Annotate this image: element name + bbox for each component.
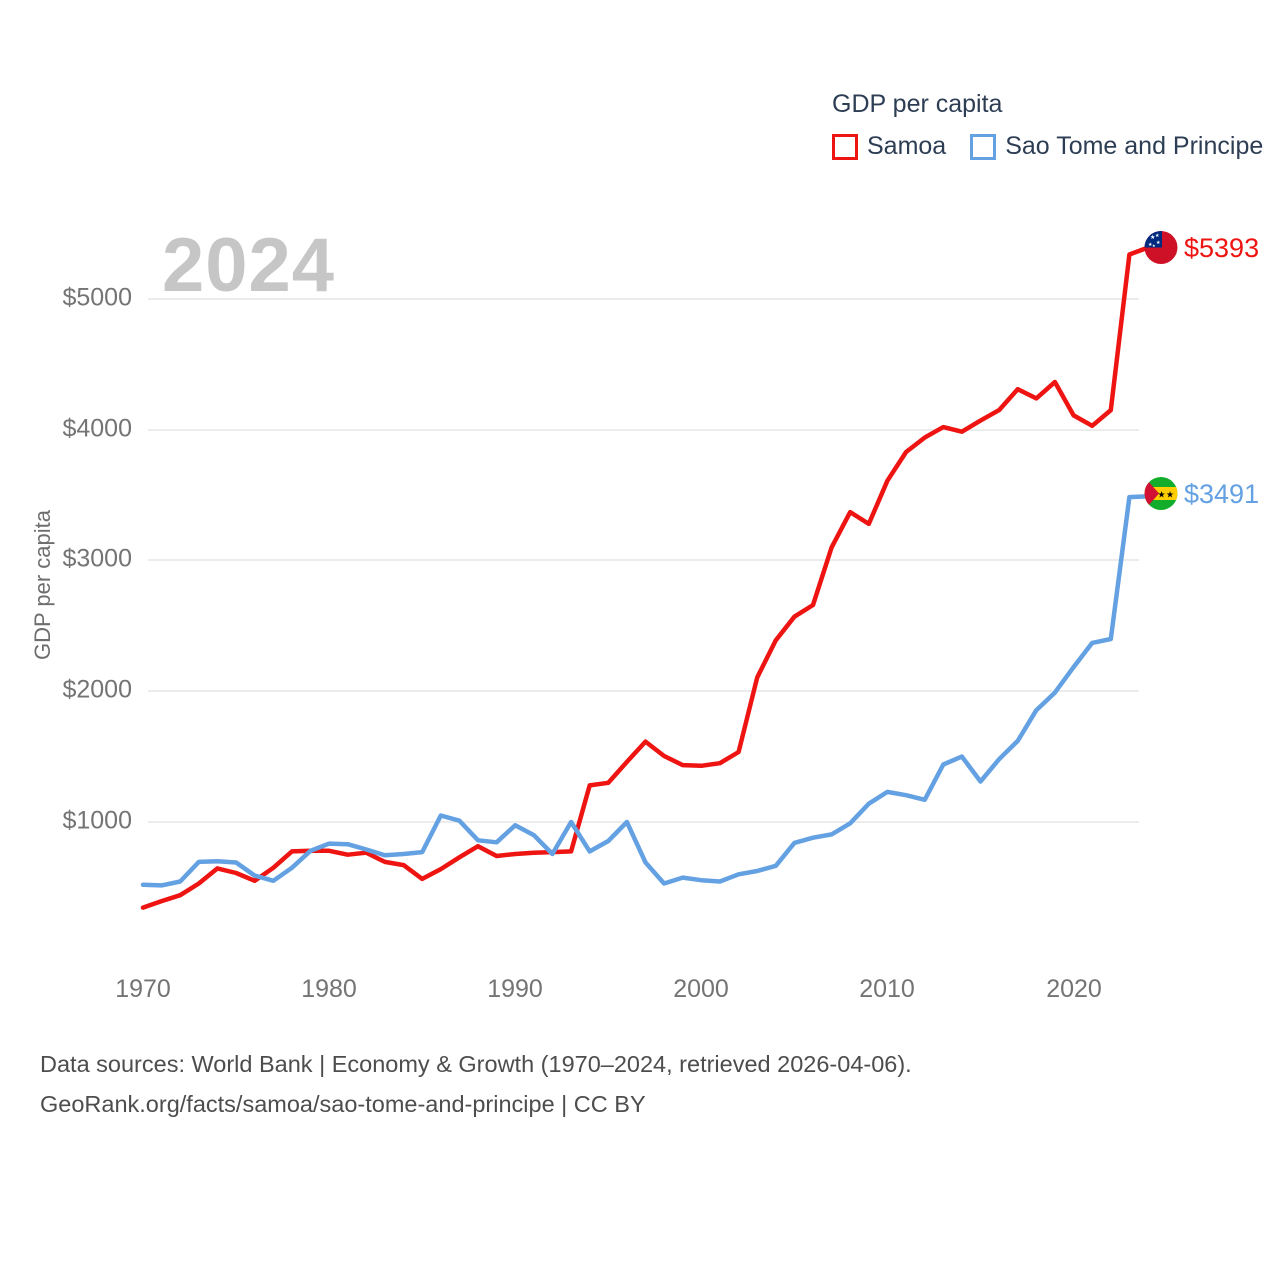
- source-footer: Data sources: World Bank | Economy & Gro…: [40, 1044, 912, 1124]
- legend-label-samoa: Samoa: [867, 132, 947, 160]
- svg-text:★: ★: [1152, 243, 1156, 248]
- samoa-line[interactable]: [140, 245, 1151, 910]
- svg-text:★: ★: [1156, 240, 1161, 246]
- x-tick-2020: 2020: [1046, 975, 1102, 1003]
- y-tick-5000: $5000: [62, 284, 132, 312]
- legend: GDP per capita Samoa Sao Tome and Princi…: [832, 90, 1263, 161]
- y-tick-4000: $4000: [62, 415, 132, 443]
- y-tick-2000: $2000: [62, 676, 132, 704]
- x-axis-ticks: 1970 1980 1990 2000 2010 2020: [115, 975, 1102, 1003]
- samoa-swatch-icon: [832, 133, 858, 160]
- sao-tome-swatch-icon: [970, 133, 997, 160]
- sao-tome-line[interactable]: [140, 494, 1151, 888]
- svg-text:★: ★: [1155, 233, 1160, 239]
- legend-item-sao-tome[interactable]: Sao Tome and Principe: [970, 132, 1263, 161]
- legend-title: GDP per capita: [832, 90, 1003, 118]
- legend-label-sao-tome: Sao Tome and Principe: [1005, 132, 1264, 160]
- x-tick-1980: 1980: [301, 975, 357, 1003]
- source-line-1: Data sources: World Bank | Economy & Gro…: [40, 1051, 912, 1077]
- sao-tome-and-principe-flag-icon: ★ ★: [1144, 477, 1178, 510]
- svg-text:★: ★: [1150, 234, 1155, 241]
- y-tick-3000: $3000: [62, 545, 132, 573]
- x-tick-2000: 2000: [673, 975, 729, 1003]
- x-tick-1990: 1990: [487, 975, 543, 1003]
- sao-tome-end-value-label: $3491: [1184, 479, 1260, 509]
- x-tick-2010: 2010: [859, 975, 915, 1003]
- svg-text:★: ★: [1158, 490, 1166, 500]
- legend-items: Samoa Sao Tome and Principe: [832, 132, 1263, 161]
- y-tick-1000: $1000: [62, 807, 132, 835]
- svg-text:★: ★: [1166, 490, 1174, 500]
- legend-item-samoa[interactable]: Samoa: [832, 132, 946, 161]
- x-tick-1970: 1970: [115, 975, 171, 1003]
- source-line-2: GeoRank.org/facts/samoa/sao-tome-and-pri…: [40, 1091, 646, 1117]
- svg-text:★: ★: [1148, 242, 1153, 248]
- samoa-flag-icon: ★ ★ ★ ★ ★: [1144, 231, 1178, 264]
- y-axis-ticks: $5000 $4000 $3000 $2000 $1000: [62, 284, 132, 835]
- samoa-end-value-label: $5393: [1184, 233, 1260, 263]
- gridlines: [148, 298, 1139, 823]
- watermark-year: 2024: [162, 223, 336, 308]
